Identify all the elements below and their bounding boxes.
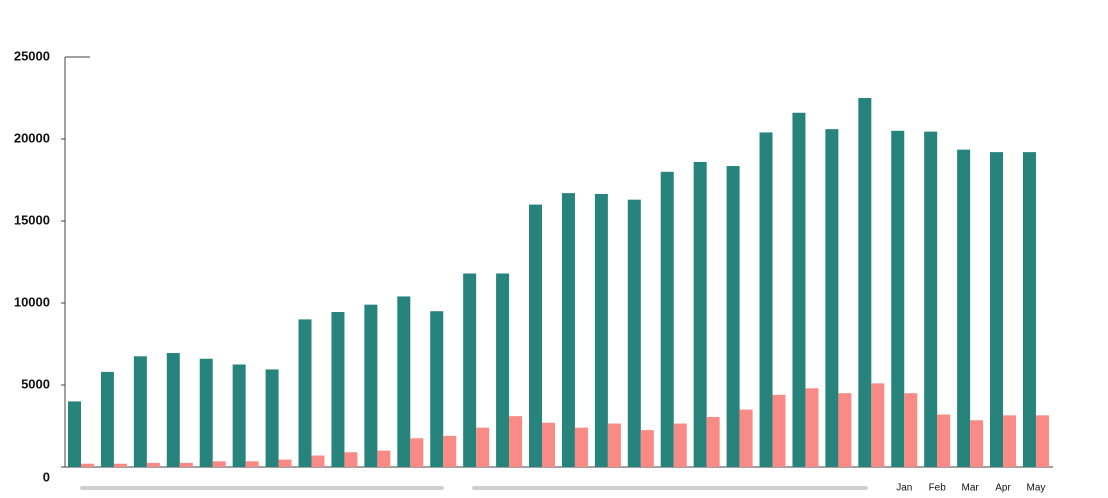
bar: [858, 98, 872, 467]
bar: [924, 131, 938, 467]
bar: [331, 312, 345, 467]
bar: [133, 356, 147, 467]
bar: [542, 422, 556, 467]
bar: [81, 463, 94, 467]
y-tick-label: 0: [43, 469, 50, 484]
bar: [627, 199, 641, 467]
bar: [199, 358, 213, 467]
bar: [344, 452, 358, 467]
bar: [970, 420, 984, 467]
bar: [68, 401, 81, 467]
bar: [100, 371, 114, 467]
bar: [739, 409, 753, 467]
bar: [529, 204, 543, 467]
bar: [772, 394, 786, 467]
bar: [476, 427, 490, 467]
bar: [574, 427, 588, 467]
x-tick-label: Jan: [896, 483, 912, 494]
bar: [957, 149, 971, 467]
bar: [496, 273, 510, 467]
x-tick-label: Mar: [961, 483, 979, 494]
y-tick-label: 5000: [21, 376, 50, 391]
bar: [706, 416, 720, 467]
bar: [607, 423, 621, 467]
bar: [891, 130, 905, 468]
bar: [660, 171, 674, 468]
bar: [212, 461, 226, 467]
bar: [298, 319, 312, 467]
bar: [509, 416, 523, 467]
x-tick-label: Feb: [929, 483, 947, 494]
bar: [825, 129, 839, 467]
bar: [594, 193, 608, 467]
bar: [937, 414, 951, 467]
bar: [397, 296, 411, 467]
bar: [904, 393, 918, 467]
bar: [792, 112, 806, 467]
bar: [693, 161, 707, 467]
bar: [179, 462, 193, 467]
bar: [1022, 152, 1036, 467]
y-tick-label: 10000: [14, 294, 50, 309]
bar: [561, 193, 575, 467]
y-tick-label: 25000: [14, 48, 50, 63]
y-tick-label: 15000: [14, 212, 50, 227]
bar: [430, 311, 444, 467]
bar: [990, 152, 1004, 467]
y-tick-label: 20000: [14, 130, 50, 145]
bar: [166, 353, 180, 467]
bar: [245, 461, 259, 467]
scroll-bar: [472, 486, 868, 490]
bar: [759, 132, 773, 467]
bar: [805, 388, 819, 467]
x-tick-label: Apr: [995, 483, 1011, 494]
bar: [838, 393, 852, 467]
bar: [726, 166, 740, 467]
bar: [364, 304, 378, 467]
bar: [673, 423, 687, 467]
bar: [113, 463, 127, 467]
bar: [377, 450, 391, 467]
bar: [278, 459, 292, 467]
bar: [311, 455, 325, 467]
bar: [640, 430, 654, 467]
bar: [410, 438, 424, 467]
bar: [443, 435, 457, 467]
bar: [146, 462, 160, 467]
bar: [1003, 415, 1017, 467]
bar: [463, 273, 477, 467]
scroll-bar: [80, 486, 444, 490]
x-tick-label: May: [1027, 483, 1046, 494]
bar: [232, 364, 246, 467]
bar: [265, 369, 279, 467]
bar: [1035, 415, 1049, 467]
bar: [871, 383, 885, 467]
